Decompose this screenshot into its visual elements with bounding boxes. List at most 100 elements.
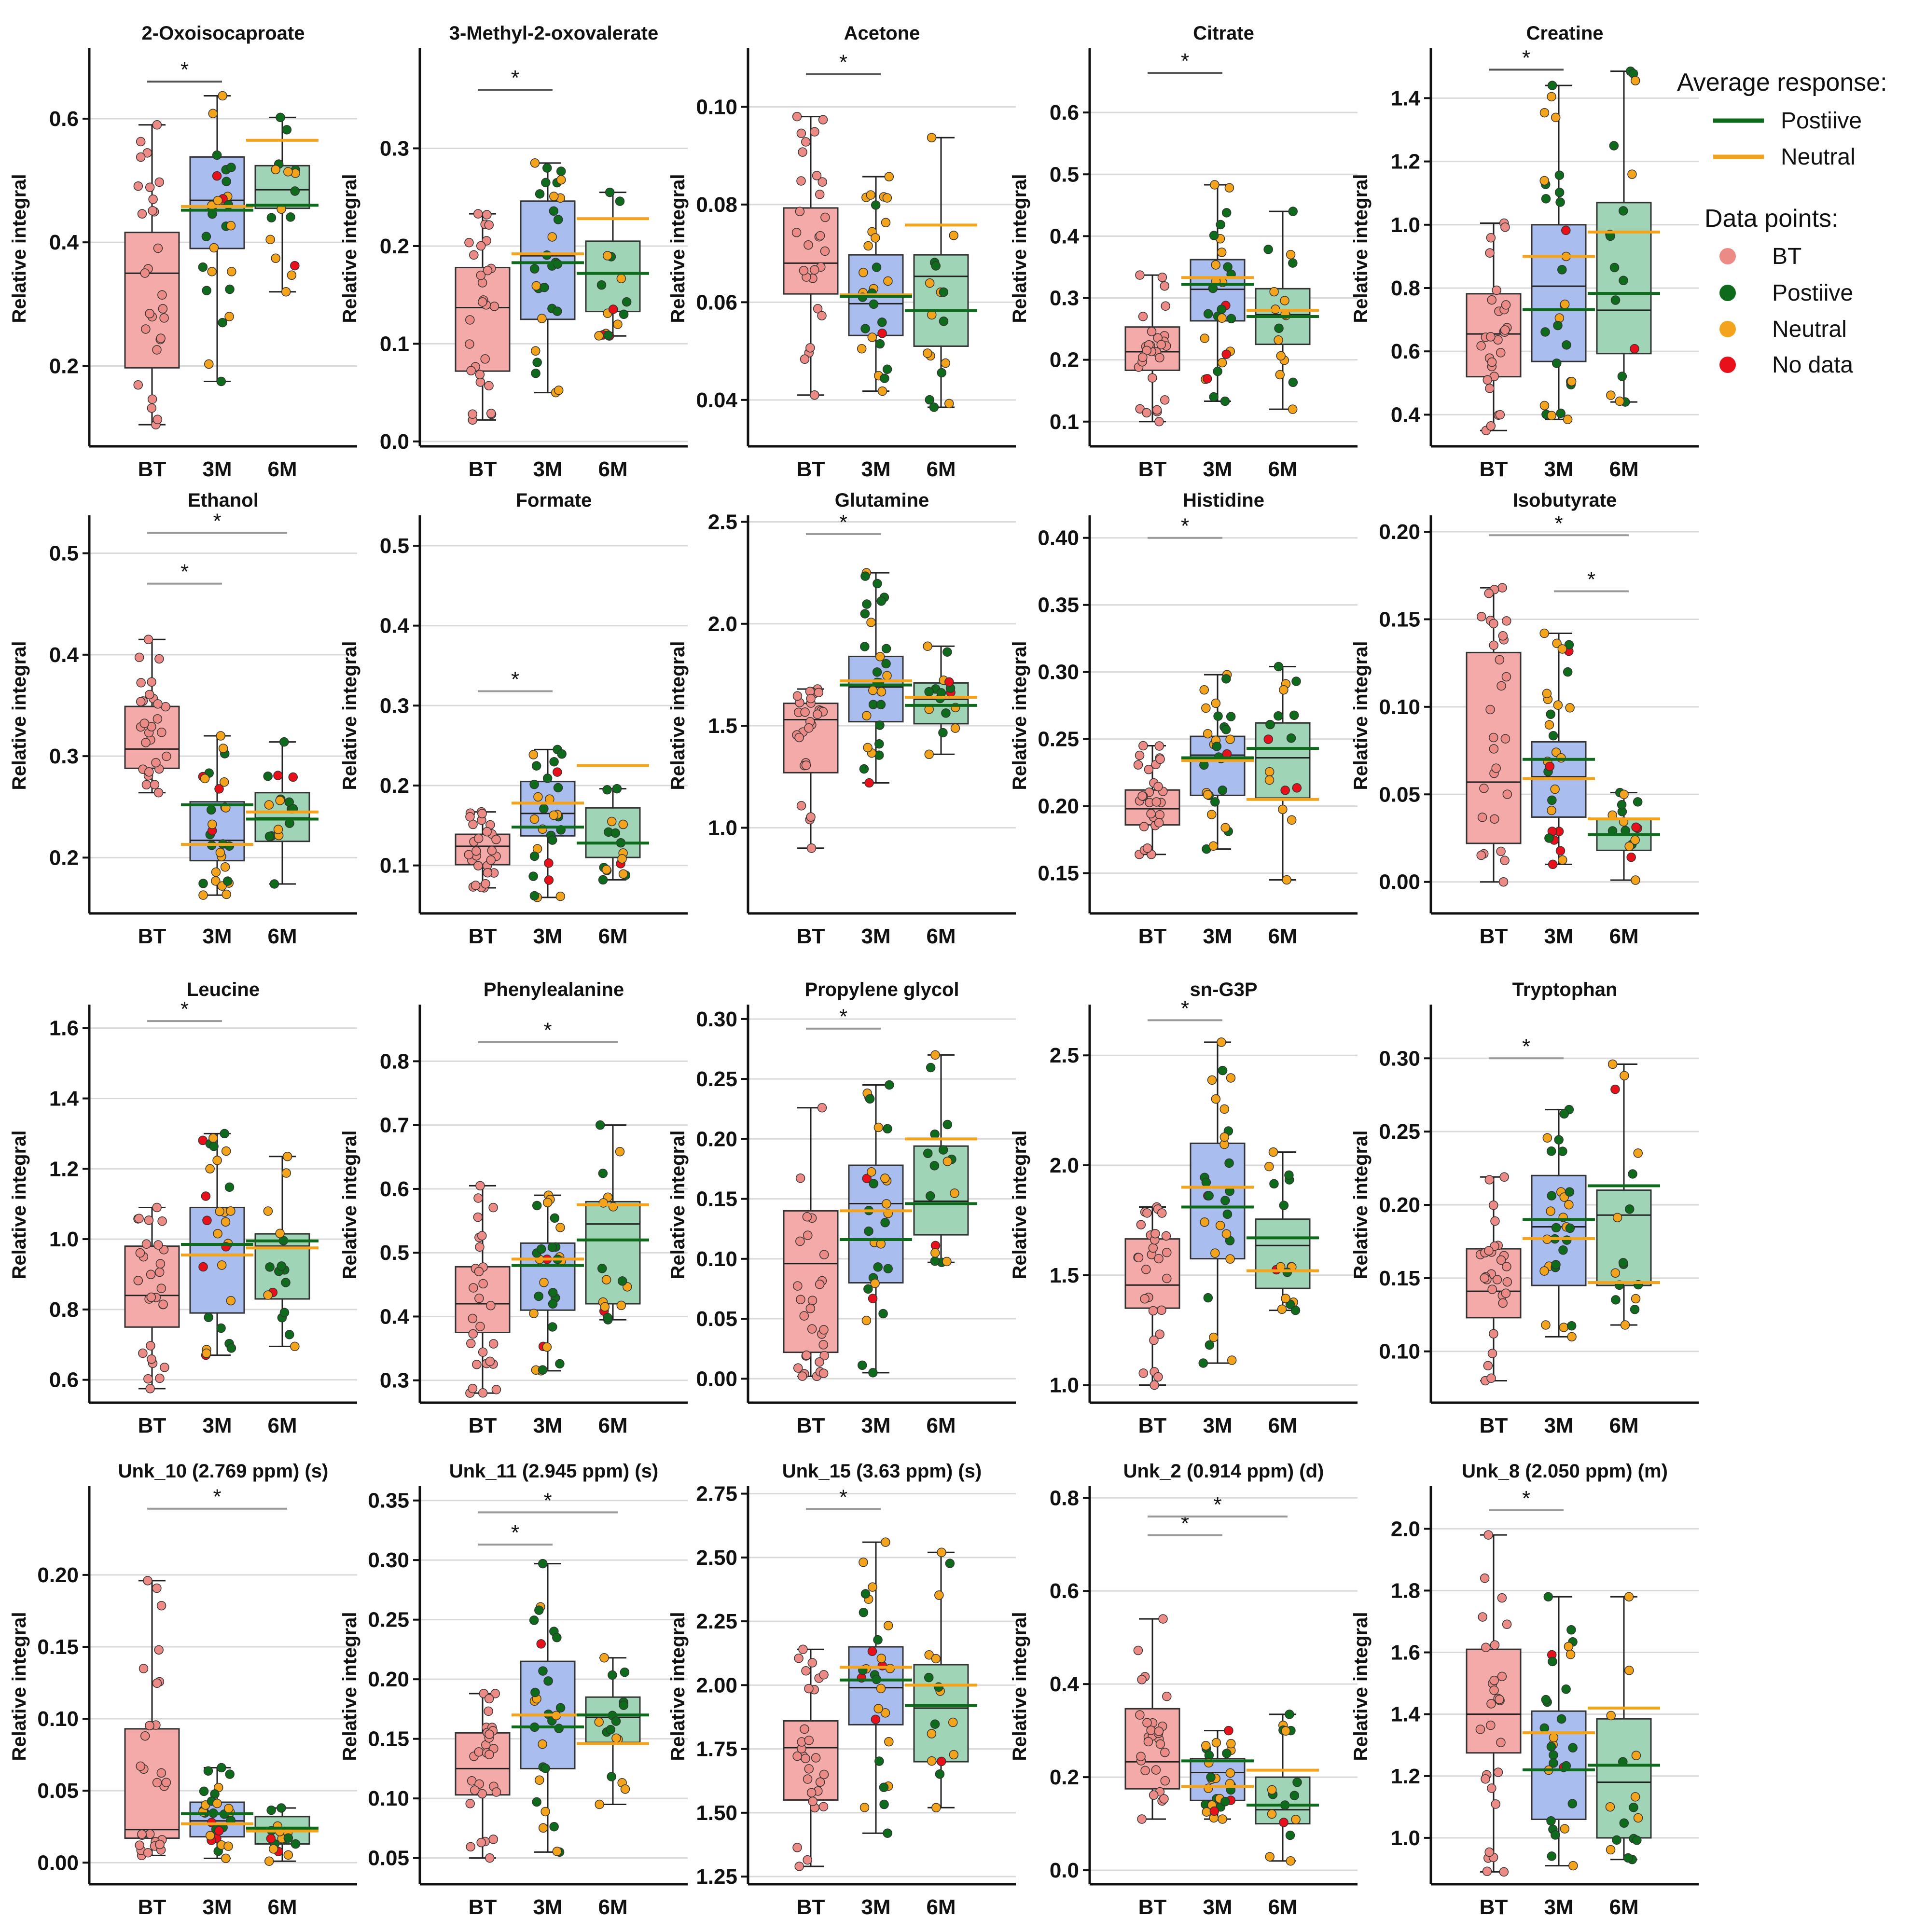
data-point [1274, 335, 1283, 345]
data-point [1149, 1335, 1159, 1345]
iqr-box [913, 1145, 969, 1236]
data-point [1148, 373, 1157, 383]
data-point [1485, 384, 1495, 393]
data-point [810, 390, 819, 400]
data-point [875, 720, 885, 730]
significance-star: * [1213, 1493, 1221, 1517]
data-point [945, 1559, 955, 1568]
data-point [1539, 176, 1549, 186]
box-3M [512, 158, 584, 398]
data-point [198, 1262, 208, 1272]
data-point [884, 1737, 894, 1747]
data-point [1211, 1738, 1221, 1748]
data-point [202, 1348, 211, 1358]
data-point [202, 1215, 212, 1226]
data-point [144, 1215, 154, 1225]
data-point [868, 1582, 877, 1592]
panel-title: Unk_8 (2.050 ppm) (m) [1462, 1461, 1668, 1482]
panel-title: 3-Methyl-2-oxovalerate [449, 23, 658, 44]
data-point [152, 1678, 162, 1688]
y-tick-label: 0.5 [1050, 163, 1079, 186]
legend-dot-bt [1719, 248, 1736, 264]
x-tick-label: BT [1480, 457, 1508, 481]
data-point [1547, 411, 1556, 421]
data-point [538, 1666, 548, 1676]
data-point [817, 311, 827, 320]
x-tick-label: 3M [202, 1414, 232, 1437]
y-tick-label: 1.75 [696, 1738, 737, 1761]
significance-star: * [511, 667, 519, 691]
data-point [1501, 1288, 1511, 1298]
data-point [938, 1145, 948, 1155]
y-tick-label: 1.0 [1050, 1374, 1079, 1397]
box-BT [124, 1202, 180, 1394]
data-point [857, 344, 867, 354]
data-point [1288, 258, 1298, 268]
x-tick-label: 6M [926, 1414, 956, 1437]
data-point [1566, 1650, 1576, 1659]
data-point [474, 1267, 484, 1276]
data-point [1268, 1147, 1278, 1157]
data-point [1210, 797, 1220, 807]
data-point [1624, 1204, 1635, 1214]
box-BT [124, 1576, 180, 1861]
data-point [923, 641, 932, 651]
data-point [158, 304, 168, 314]
data-point [1218, 1814, 1227, 1824]
data-point [598, 1169, 608, 1178]
box-BT [783, 684, 839, 853]
data-point [553, 215, 563, 224]
data-point [885, 1080, 894, 1090]
data-point [1289, 1791, 1300, 1800]
y-axis-label: Relative integral [1350, 1612, 1372, 1761]
data-point [792, 691, 803, 701]
data-point [1222, 1209, 1233, 1219]
data-point [1267, 1809, 1277, 1819]
data-point [1225, 1254, 1235, 1264]
data-point [794, 732, 804, 743]
y-axis-label: Relative integral [1350, 174, 1372, 323]
data-point [801, 760, 811, 770]
data-point [608, 304, 618, 314]
data-point [927, 1729, 937, 1739]
x-tick-label: BT [1138, 1895, 1167, 1919]
data-point [1484, 589, 1494, 598]
data-point [542, 1342, 552, 1352]
data-point [1489, 744, 1499, 754]
data-point [145, 1829, 155, 1839]
data-point [1623, 1853, 1633, 1863]
data-point [1275, 370, 1285, 380]
x-tick-label: 3M [861, 457, 890, 481]
data-point [549, 757, 559, 767]
x-tick-label: 6M [598, 1414, 627, 1437]
data-point [1490, 1640, 1500, 1650]
data-point [1140, 1766, 1150, 1776]
data-point [263, 1206, 273, 1216]
data-point [598, 875, 608, 885]
data-point [792, 1751, 802, 1761]
y-tick-label: 0.6 [49, 1368, 79, 1392]
x-tick-label: BT [138, 457, 166, 481]
data-point [1137, 1675, 1147, 1684]
data-point [1162, 1273, 1172, 1283]
x-tick-label: 6M [1609, 1414, 1638, 1437]
panel-19: Unk_8 (2.050 ppm) (m) 1.0 1.2 1.4 1.6 1.8 2.0 R… [1350, 1461, 1699, 1919]
y-tick-label: 0.2 [1050, 348, 1079, 372]
data-point [160, 1363, 169, 1372]
data-point [529, 1615, 539, 1625]
data-point [860, 642, 870, 651]
y-tick-label: 0.4 [1391, 403, 1421, 427]
panel-title: Unk_2 (0.914 ppm) (d) [1123, 1461, 1324, 1482]
data-point [557, 749, 567, 759]
data-point [1486, 1699, 1496, 1709]
data-point [924, 1672, 934, 1683]
data-point [1291, 1815, 1301, 1824]
data-point [263, 1290, 273, 1300]
data-point [939, 317, 949, 326]
data-point [863, 743, 873, 753]
data-point [1221, 674, 1231, 684]
data-point [221, 1853, 231, 1863]
data-point [224, 312, 234, 321]
data-point [1631, 1294, 1641, 1304]
data-point [864, 778, 874, 788]
